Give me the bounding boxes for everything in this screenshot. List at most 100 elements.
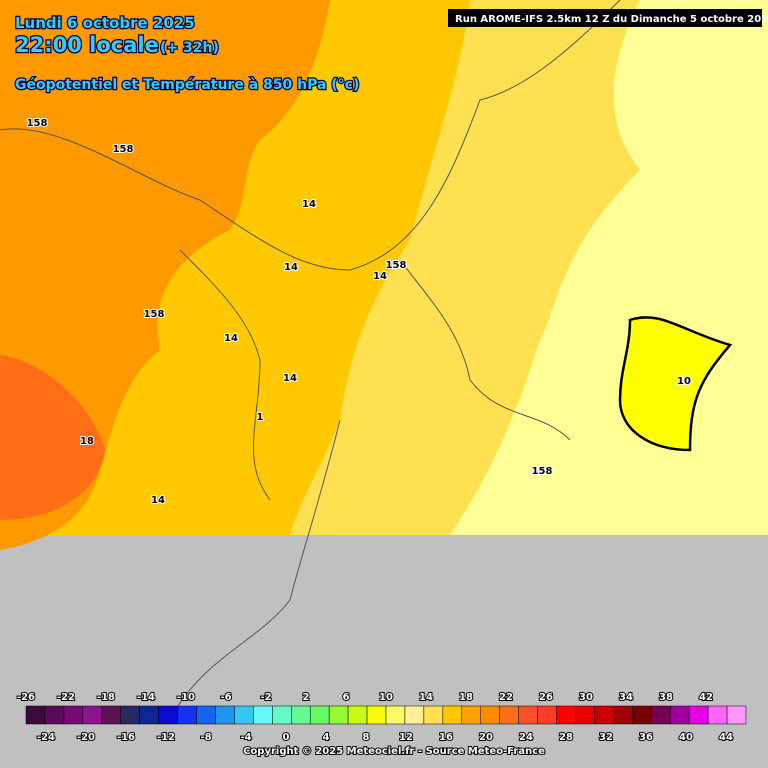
- scale-label: 18: [459, 692, 473, 703]
- scale-label: -12: [157, 732, 175, 743]
- scale-swatch: [82, 705, 103, 725]
- scale-label: 0: [283, 732, 290, 743]
- scale-swatch: [688, 705, 709, 725]
- zone-10: [618, 316, 733, 452]
- scale-label: 28: [559, 732, 573, 743]
- scale-swatch: [158, 705, 178, 725]
- scale-swatch: [139, 705, 159, 725]
- border-line: [179, 249, 271, 501]
- scale-label: 8: [363, 732, 370, 743]
- scale-label: -8: [200, 732, 211, 743]
- scale-label: 2: [303, 692, 310, 703]
- scale-swatch: [291, 705, 311, 725]
- scale-label: -20: [77, 732, 95, 743]
- scale-swatch: [518, 705, 538, 725]
- scale-label: 30: [579, 692, 593, 703]
- scale-swatch: [120, 705, 140, 725]
- scale-label: -6: [220, 692, 231, 703]
- scale-swatch: [707, 705, 728, 725]
- scale-swatch: [423, 705, 444, 725]
- contour-label: 14: [302, 199, 316, 210]
- scale-label: -18: [97, 692, 115, 703]
- scale-label: 44: [719, 732, 733, 743]
- contour-label: 14: [283, 373, 297, 384]
- scale-label: 40: [679, 732, 693, 743]
- border-line: [169, 259, 571, 721]
- scale-swatch: [461, 705, 481, 725]
- contour-label: 18: [80, 436, 94, 447]
- scale-label: -2: [260, 692, 271, 703]
- scale-swatch: [669, 705, 690, 725]
- contour-label: 158: [532, 466, 553, 477]
- scale-label: 12: [399, 732, 413, 743]
- scale-swatch: [575, 705, 595, 725]
- scale-label: -26: [17, 692, 35, 703]
- scale-swatch: [309, 705, 330, 725]
- scale-swatch: [177, 705, 197, 725]
- scale-swatch: [196, 705, 216, 725]
- contour-label: 14: [373, 271, 387, 282]
- scale-swatch: [63, 705, 84, 725]
- scale-label: -16: [117, 732, 135, 743]
- scale-label: 38: [659, 692, 673, 703]
- scale-swatch: [442, 705, 463, 725]
- scale-swatch: [253, 705, 273, 725]
- scale-label: -22: [57, 692, 75, 703]
- contour-label: 158: [27, 118, 48, 129]
- scale-swatch: [328, 705, 349, 725]
- run: Run AROME-IFS 2.5km 12 Z du Dimanche 5 o…: [455, 14, 768, 25]
- scale-swatch: [632, 705, 652, 725]
- scale-label: 10: [379, 692, 393, 703]
- scale-label: -24: [37, 732, 55, 743]
- contour-label: 158: [386, 260, 407, 271]
- lead: (+ 32h): [160, 40, 219, 56]
- scale-label: -14: [137, 692, 155, 703]
- scale-label: 20: [479, 732, 493, 743]
- scale-swatch: [480, 705, 500, 725]
- scale-swatch: [613, 705, 633, 725]
- contour-label: 14: [151, 495, 165, 506]
- scale-label: 6: [343, 692, 350, 703]
- contour-label: 1: [257, 412, 264, 423]
- zone-22: [0, 355, 105, 520]
- contour-label: 158: [113, 144, 134, 155]
- scale-label: 22: [499, 692, 513, 703]
- scale-swatch: [499, 705, 519, 725]
- contour-label: 14: [224, 333, 238, 344]
- contour-label: 158: [144, 309, 165, 320]
- scale-swatch: [272, 705, 292, 725]
- scale-label: 36: [639, 732, 653, 743]
- scale-swatch: [537, 705, 557, 725]
- scale-swatch: [366, 705, 387, 725]
- scale-label: 24: [519, 732, 533, 743]
- scale-label: 32: [599, 732, 613, 743]
- scale-label: -4: [240, 732, 251, 743]
- scale-swatch: [25, 705, 46, 725]
- date: Lundi 6 octobre 2025: [15, 14, 195, 32]
- scale-label: -10: [177, 692, 195, 703]
- scale-label: 16: [439, 732, 453, 743]
- border-line: [0, 0, 621, 271]
- scale-swatch: [556, 705, 576, 725]
- scale-swatch: [404, 705, 425, 725]
- scale-label: 4: [323, 732, 330, 743]
- contour-label: 14: [284, 262, 298, 273]
- run-box: [448, 9, 762, 27]
- scale-swatch: [594, 705, 614, 725]
- scale-swatch: [215, 705, 235, 725]
- scale-swatch: [385, 705, 406, 725]
- time: 22:00 locale: [15, 33, 159, 57]
- scale-swatch: [101, 705, 121, 725]
- scale-label: 34: [619, 692, 633, 703]
- scale-label: 26: [539, 692, 553, 703]
- scale-swatch: [651, 705, 671, 725]
- field: Géopotentiel et Température à 850 hPa (°…: [15, 77, 359, 93]
- scale-swatch: [234, 705, 254, 725]
- copyright: Copyright © 2025 Meteociel.fr - Source M…: [243, 746, 545, 757]
- contour-label: 10: [677, 376, 691, 387]
- scale-swatch: [726, 705, 747, 725]
- scale-swatch: [44, 705, 65, 725]
- scale-swatch: [347, 705, 368, 725]
- scale-label: 42: [699, 692, 713, 703]
